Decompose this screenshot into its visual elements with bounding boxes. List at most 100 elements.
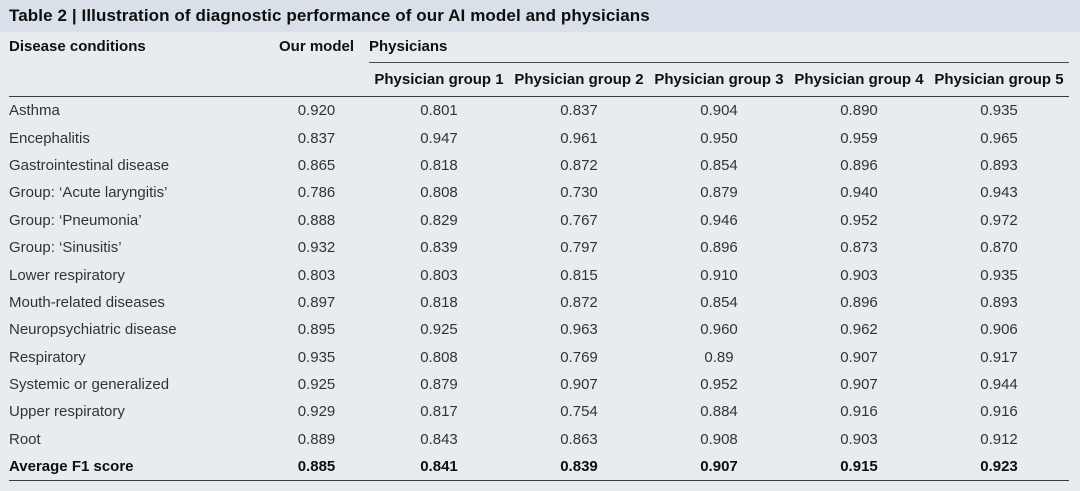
value-cell: 0.808 bbox=[420, 184, 458, 202]
value-cell: 0.89 bbox=[704, 348, 734, 366]
value-cell: 0.947 bbox=[420, 129, 458, 147]
condition-cell: Group: ‘Pneumonia’ bbox=[9, 211, 142, 229]
value-cell: 0.897 bbox=[297, 293, 336, 311]
value-cell: 0.885 bbox=[264, 453, 369, 482]
condition-cell: Systemic or generalized bbox=[9, 376, 170, 394]
condition-cell: Lower respiratory bbox=[9, 266, 125, 284]
value-cell: 0.839 bbox=[509, 453, 649, 482]
value-cell: 0.767 bbox=[560, 211, 598, 229]
value-cell: 0.923 bbox=[929, 453, 1070, 482]
value-cell: 0.769 bbox=[560, 348, 598, 366]
value-cell: 0.870 bbox=[980, 239, 1018, 257]
condition-cell: Gastrointestinal disease bbox=[9, 156, 170, 174]
value-cell: 0.803 bbox=[420, 266, 458, 284]
header-physician-group-3: Physician group 3 bbox=[649, 62, 789, 97]
table-row: Asthma 0.920 0.801 0.837 0.904 0.890 0.935 bbox=[9, 97, 1069, 125]
value-cell: 0.904 bbox=[700, 102, 738, 120]
header-physician-group-5: Physician group 5 bbox=[929, 62, 1070, 97]
table-row: Group: ‘Acute laryngitis’ 0.786 0.808 0.730… bbox=[9, 179, 1069, 206]
table-row: Mouth-related diseases 0.897 0.818 0.872 0.8… bbox=[9, 289, 1069, 316]
table-title: Table 2 | Illustration of diagnostic per… bbox=[0, 0, 1080, 32]
value-cell: 0.854 bbox=[700, 156, 738, 174]
condition-cell: Average F1 score bbox=[9, 453, 264, 482]
value-cell: 0.839 bbox=[420, 239, 458, 257]
value-cell: 0.818 bbox=[420, 156, 458, 174]
condition-cell: Root bbox=[9, 430, 41, 448]
value-cell: 0.872 bbox=[560, 156, 598, 174]
value-cell: 0.893 bbox=[980, 293, 1018, 311]
value-cell: 0.929 bbox=[297, 403, 336, 421]
value-cell: 0.912 bbox=[980, 430, 1018, 448]
value-cell: 0.893 bbox=[980, 156, 1018, 174]
condition-cell: Group: ‘Acute laryngitis’ bbox=[9, 184, 168, 202]
table-row: Root 0.889 0.843 0.863 0.908 0.903 0.912 bbox=[9, 426, 1069, 453]
value-cell: 0.916 bbox=[840, 403, 878, 421]
value-cell: 0.917 bbox=[980, 348, 1018, 366]
value-cell: 0.932 bbox=[297, 239, 336, 257]
value-cell: 0.903 bbox=[840, 266, 878, 284]
value-cell: 0.916 bbox=[980, 403, 1018, 421]
header-physicians: Physicians bbox=[369, 32, 1070, 63]
value-cell: 0.959 bbox=[840, 129, 878, 147]
value-cell: 0.907 bbox=[649, 453, 789, 482]
value-cell: 0.896 bbox=[840, 293, 878, 311]
value-cell: 0.907 bbox=[840, 376, 878, 394]
header-disease-conditions: Disease conditions bbox=[9, 32, 264, 97]
value-cell: 0.915 bbox=[789, 453, 929, 482]
condition-cell: Asthma bbox=[9, 102, 60, 120]
value-cell: 0.837 bbox=[560, 102, 598, 120]
header-physician-group-2: Physician group 2 bbox=[509, 62, 649, 97]
value-cell: 0.786 bbox=[297, 184, 336, 202]
value-cell: 0.895 bbox=[297, 321, 336, 339]
value-cell: 0.963 bbox=[560, 321, 598, 339]
header-our-model: Our model bbox=[264, 32, 369, 97]
value-cell: 0.817 bbox=[420, 403, 458, 421]
value-cell: 0.754 bbox=[560, 403, 598, 421]
condition-cell: Mouth-related diseases bbox=[9, 293, 165, 311]
value-cell: 0.841 bbox=[369, 453, 509, 482]
header-physician-group-1: Physician group 1 bbox=[369, 62, 509, 97]
value-cell: 0.946 bbox=[700, 211, 738, 229]
table-row: Respiratory 0.935 0.808 0.769 0.89 0.907 0.917 bbox=[9, 344, 1069, 371]
value-cell: 0.910 bbox=[700, 266, 738, 284]
condition-cell: Respiratory bbox=[9, 348, 86, 366]
condition-cell: Neuropsychiatric disease bbox=[9, 321, 177, 339]
value-cell: 0.829 bbox=[420, 211, 458, 229]
diagnostic-performance-table: Disease conditions Our model Physicians … bbox=[9, 32, 1070, 482]
value-cell: 0.879 bbox=[420, 376, 458, 394]
value-cell: 0.730 bbox=[560, 184, 598, 202]
table-row: Encephalitis 0.837 0.947 0.961 0.950 0.959 0.9… bbox=[9, 124, 1069, 151]
table-row: Group: ‘Pneumonia’ 0.888 0.829 0.767 0.946 0.… bbox=[9, 207, 1069, 234]
value-cell: 0.943 bbox=[980, 184, 1018, 202]
value-cell: 0.896 bbox=[840, 156, 878, 174]
value-cell: 0.803 bbox=[297, 266, 336, 284]
value-cell: 0.935 bbox=[980, 102, 1018, 120]
value-cell: 0.801 bbox=[420, 102, 458, 120]
value-cell: 0.808 bbox=[420, 348, 458, 366]
value-cell: 0.961 bbox=[560, 129, 598, 147]
table-row: Gastrointestinal disease 0.865 0.818 0.872 0… bbox=[9, 152, 1069, 179]
value-cell: 0.940 bbox=[840, 184, 878, 202]
table-row: Systemic or generalized 0.925 0.879 0.907 0.… bbox=[9, 371, 1069, 398]
value-cell: 0.843 bbox=[420, 430, 458, 448]
value-cell: 0.907 bbox=[560, 376, 598, 394]
value-cell: 0.920 bbox=[297, 102, 336, 120]
value-cell: 0.903 bbox=[840, 430, 878, 448]
value-cell: 0.906 bbox=[980, 321, 1018, 339]
average-row: Average F1 score 0.885 0.841 0.839 0.907 0.91… bbox=[9, 453, 1070, 482]
table-header: Disease conditions Our model Physicians … bbox=[9, 32, 1070, 97]
value-cell: 0.908 bbox=[700, 430, 738, 448]
value-cell: 0.952 bbox=[700, 376, 738, 394]
table-row: Lower respiratory 0.803 0.803 0.815 0.910 0.9… bbox=[9, 261, 1069, 288]
value-cell: 0.873 bbox=[840, 239, 878, 257]
condition-cell: Encephalitis bbox=[9, 129, 90, 147]
table-container: Disease conditions Our model Physicians … bbox=[0, 32, 1080, 482]
header-physician-group-4: Physician group 4 bbox=[789, 62, 929, 97]
table-row: Group: ‘Sinusitis’ 0.932 0.839 0.797 0.896 0.… bbox=[9, 234, 1069, 261]
table-row: Neuropsychiatric disease 0.895 0.925 0.963 0… bbox=[9, 316, 1069, 343]
value-cell: 0.889 bbox=[297, 430, 336, 448]
value-cell: 0.797 bbox=[560, 239, 598, 257]
value-cell: 0.952 bbox=[840, 211, 878, 229]
value-cell: 0.960 bbox=[700, 321, 738, 339]
